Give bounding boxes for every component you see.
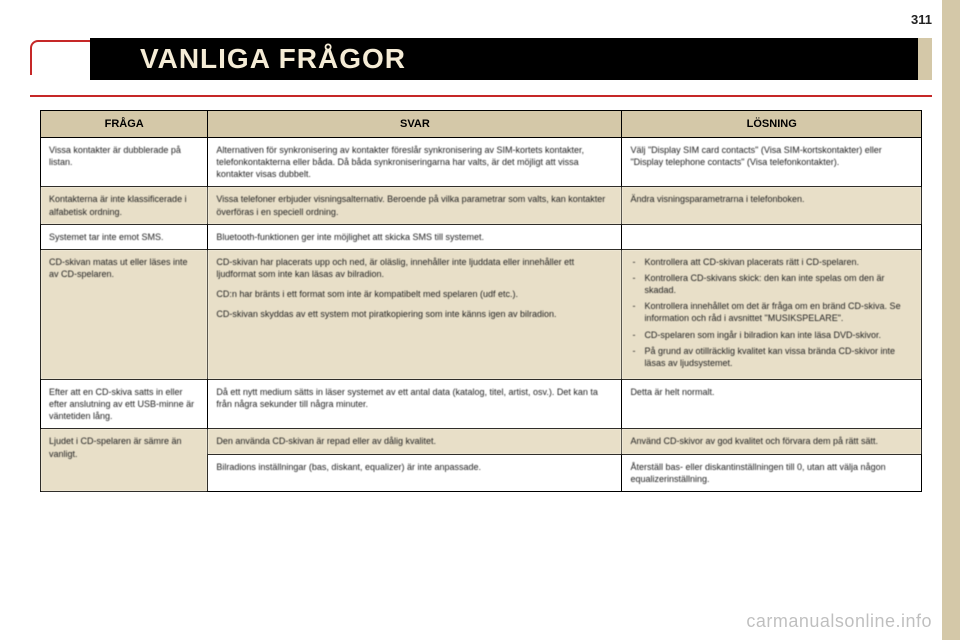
title-bar: VANLIGA FRÅGOR	[90, 38, 932, 80]
title-tab-decoration	[30, 40, 90, 75]
cell-answer: Då ett nytt medium sätts in läser system…	[208, 379, 622, 428]
cell-solution: Återställ bas- eller diskantinställninge…	[622, 454, 922, 491]
col-header-solution: LÖSNING	[622, 111, 922, 138]
cell-answer: Vissa telefoner erbjuder visningsalterna…	[208, 187, 622, 224]
table-row: Vissa kontakter är dubblerade på listan.…	[41, 138, 922, 187]
cell-answer: Bilradions inställningar (bas, diskant, …	[208, 454, 622, 491]
list-item: Kontrollera att CD-skivan placerats rätt…	[630, 256, 913, 268]
list-item: Kontrollera innehållet om det är fråga o…	[630, 300, 913, 324]
cell-solution: Detta är helt normalt.	[622, 379, 922, 428]
cell-question: Systemet tar inte emot SMS.	[41, 224, 208, 249]
cell-answer: Den använda CD-skivan är repad eller av …	[208, 429, 622, 454]
list-item: På grund av otillräcklig kvalitet kan vi…	[630, 345, 913, 369]
cell-answer: Bluetooth-funktionen ger inte möjlighet …	[208, 224, 622, 249]
table-row: Systemet tar inte emot SMS. Bluetooth-fu…	[41, 224, 922, 249]
table-row: Ljudet i CD-spelaren är sämre än vanligt…	[41, 429, 922, 454]
col-header-answer: SVAR	[208, 111, 622, 138]
cell-solution: Välj "Display SIM card contacts" (Visa S…	[622, 138, 922, 187]
cell-question: Vissa kontakter är dubblerade på listan.	[41, 138, 208, 187]
content-area: FRÅGA SVAR LÖSNING Vissa kontakter är du…	[40, 110, 922, 610]
faq-table: FRÅGA SVAR LÖSNING Vissa kontakter är du…	[40, 110, 922, 492]
page-number: 311	[911, 12, 932, 27]
page-edge-decoration	[942, 0, 960, 640]
table-row: CD-skivan matas ut eller läses inte av C…	[41, 249, 922, 379]
table-header-row: FRÅGA SVAR LÖSNING	[41, 111, 922, 138]
list-item: Kontrollera CD-skivans skick: den kan in…	[630, 272, 913, 296]
page-title: VANLIGA FRÅGOR	[140, 43, 406, 75]
cell-solution	[622, 224, 922, 249]
table-row: Kontakterna är inte klassificerade i alf…	[41, 187, 922, 224]
solution-list: Kontrollera att CD-skivan placerats rätt…	[630, 256, 913, 369]
table-row: Efter att en CD-skiva satts in eller eft…	[41, 379, 922, 428]
title-underline	[30, 95, 932, 97]
cell-answer: Alternativen för synkronisering av konta…	[208, 138, 622, 187]
title-accent	[918, 38, 932, 80]
cell-question: CD-skivan matas ut eller läses inte av C…	[41, 249, 208, 379]
cell-solution: Kontrollera att CD-skivan placerats rätt…	[622, 249, 922, 379]
col-header-question: FRÅGA	[41, 111, 208, 138]
list-item: CD-spelaren som ingår i bilradion kan in…	[630, 329, 913, 341]
watermark: carmanualsonline.info	[746, 611, 932, 632]
cell-solution: Använd CD-skivor av god kvalitet och för…	[622, 429, 922, 454]
cell-question: Kontakterna är inte klassificerade i alf…	[41, 187, 208, 224]
cell-solution: Ändra visningsparametrarna i telefonboke…	[622, 187, 922, 224]
cell-answer: CD-skivan har placerats upp och ned, är …	[208, 249, 622, 379]
cell-question: Efter att en CD-skiva satts in eller eft…	[41, 379, 208, 428]
cell-question: Ljudet i CD-spelaren är sämre än vanligt…	[41, 429, 208, 491]
